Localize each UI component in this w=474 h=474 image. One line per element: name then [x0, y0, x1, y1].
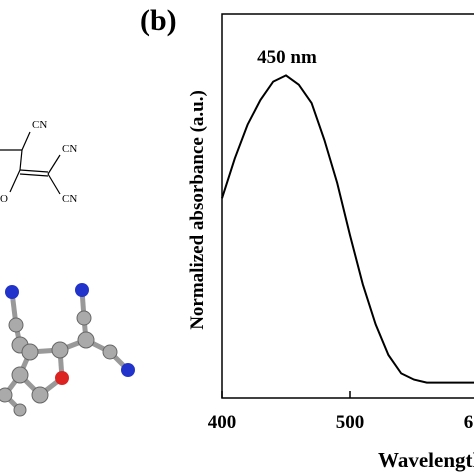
panel-label: (b) [140, 4, 177, 37]
y-axis-label: Normalized absorbance (a.u.) [187, 90, 208, 330]
molecule-label: CN [62, 193, 77, 205]
x-tick-label: 500 [336, 412, 365, 433]
molecule-label: O [0, 193, 8, 205]
x-tick-label: 400 [208, 412, 237, 433]
molecule-2d [0, 131, 61, 195]
absorbance-curve [221, 74, 474, 384]
molecule-3d [0, 283, 135, 417]
annotation: 450 nm [257, 47, 317, 68]
molecule-label: CN [62, 143, 77, 155]
plot-frame [221, 13, 474, 399]
x-axis-label: Wavelength [378, 448, 474, 472]
x-tick-label: 600 [464, 412, 474, 433]
molecule-label: CN [32, 119, 47, 131]
